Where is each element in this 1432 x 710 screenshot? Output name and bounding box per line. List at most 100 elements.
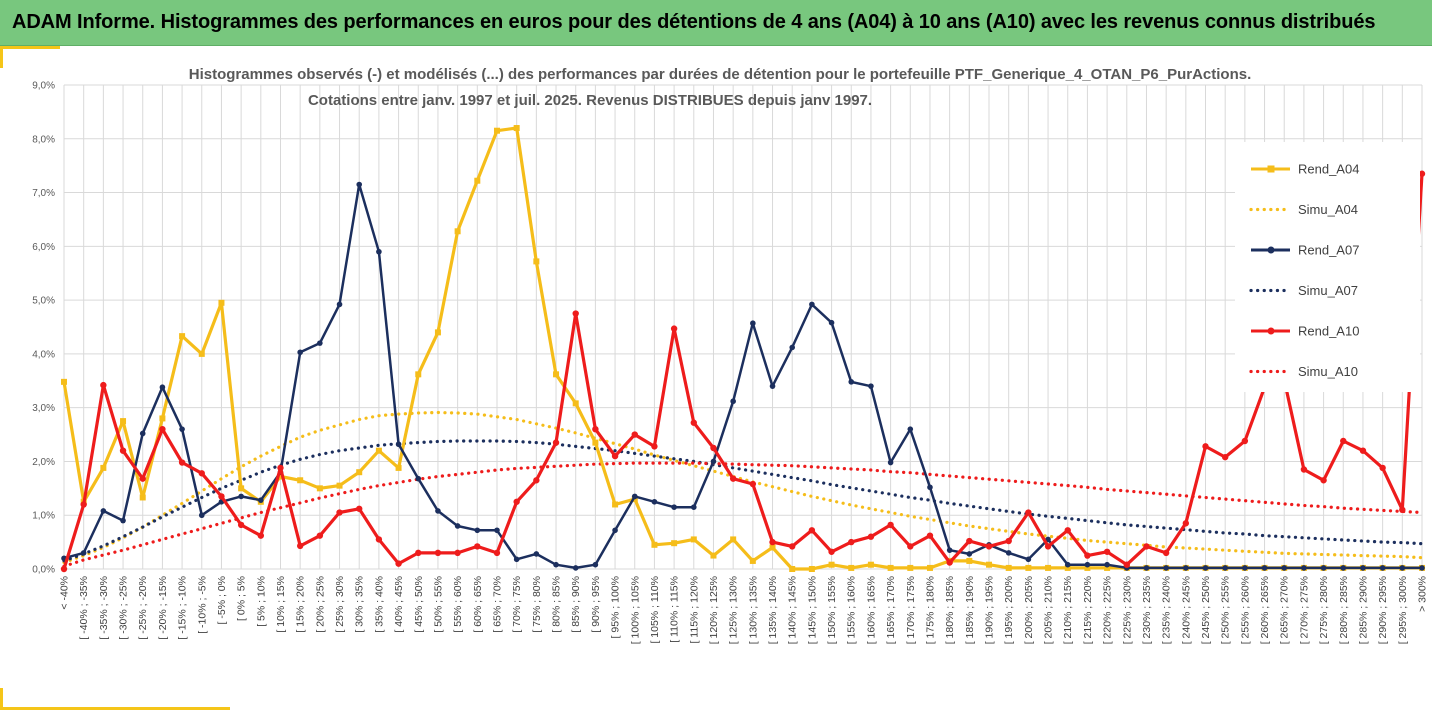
data-point — [1162, 549, 1170, 557]
x-axis-ticks: < -40% [ -40% ; -35% [ -35% ; -30% [ -30% ;… — [59, 576, 1429, 644]
data-point — [1379, 565, 1386, 571]
x-tick-label: [ -35% ; -30% — [98, 576, 110, 640]
x-tick-label: [ 125% ; 130% — [728, 576, 740, 644]
series-simu-a07 — [62, 439, 1424, 563]
data-point — [100, 508, 107, 514]
y-tick-label: 9,0% — [32, 81, 55, 92]
x-tick-label: [ -20% ; -15% — [157, 576, 169, 640]
data-point — [1221, 453, 1229, 461]
data-point — [336, 482, 343, 489]
x-tick-label: [ 15% ; 20% — [295, 576, 307, 633]
data-point — [1222, 565, 1228, 571]
data-point — [592, 425, 599, 433]
x-tick-label: [ 120% ; 125% — [708, 576, 720, 644]
x-tick-label: [ 240% ; 245% — [1180, 576, 1192, 644]
data-point — [1379, 464, 1386, 472]
data-point — [1084, 552, 1091, 559]
y-axis-ticks: 0,0% 1,0% 2,0% 3,0% 4,0% 5,0% 6,0% 7,0% 8,0% 9,0% — [32, 81, 55, 576]
data-point — [297, 349, 303, 356]
data-point — [1104, 561, 1110, 568]
y-tick-label: 4,0% — [32, 349, 55, 360]
data-point — [907, 426, 914, 432]
series-line — [62, 126, 1422, 571]
x-tick-label: [ -10% ; -5% — [196, 576, 208, 634]
data-point — [375, 536, 383, 543]
x-tick-label: [ 280% ; 285% — [1338, 576, 1350, 644]
banner-title: ADAM Informe. Histogrammes des performan… — [12, 11, 1376, 33]
x-tick-label: > 300% — [1417, 576, 1429, 612]
x-tick-label: [ 220% ; 225% — [1102, 576, 1114, 644]
data-point — [729, 475, 737, 482]
data-point — [474, 527, 481, 534]
x-tick-label: [ 90% ; 95% — [590, 576, 602, 633]
y-tick-label: 0,0% — [32, 565, 55, 576]
data-point — [159, 384, 166, 391]
data-point — [769, 538, 776, 546]
x-tick-label: [ 85% ; 90% — [570, 576, 582, 633]
data-point — [1103, 548, 1111, 555]
series-rend-a10 — [60, 170, 1426, 573]
data-point — [61, 378, 67, 385]
data-point — [356, 181, 363, 188]
data-point — [474, 543, 481, 550]
x-tick-label: [ 25% ; 30% — [334, 576, 346, 633]
x-tick-label: [ 100% ; 105% — [629, 576, 641, 644]
data-point — [1241, 437, 1249, 445]
data-point — [120, 517, 126, 524]
x-tick-label: [ 215% ; 220% — [1082, 576, 1094, 644]
legend-label: Rend_A07 — [1298, 243, 1359, 258]
x-tick-label: [ 230% ; 235% — [1141, 576, 1153, 644]
data-point — [553, 371, 560, 378]
y-tick-label: 7,0% — [32, 188, 55, 199]
data-point — [868, 383, 874, 389]
y-tick-label: 6,0% — [32, 242, 55, 253]
data-point — [533, 551, 540, 557]
data-point — [139, 430, 146, 437]
x-tick-label: [ 5% ; 10% — [255, 576, 267, 627]
data-point — [828, 319, 835, 326]
data-point — [887, 459, 894, 466]
data-point — [434, 549, 442, 557]
x-tick-label: [ 75% ; 80% — [531, 576, 543, 633]
data-point — [966, 537, 973, 545]
data-point — [730, 398, 736, 405]
data-point — [572, 565, 579, 571]
data-point — [1084, 561, 1091, 568]
data-point — [533, 477, 540, 484]
data-point — [1143, 565, 1150, 571]
data-point — [120, 418, 127, 425]
data-point — [730, 536, 737, 543]
data-point — [986, 561, 993, 568]
data-point — [809, 301, 815, 308]
x-tick-label: [ 265% ; 270% — [1279, 576, 1291, 644]
data-point — [611, 452, 619, 460]
data-point — [848, 379, 855, 385]
data-point — [533, 258, 540, 265]
legend-label: Rend_A10 — [1298, 324, 1359, 339]
data-point — [552, 439, 560, 446]
series-rend-a07 — [61, 181, 1425, 571]
x-tick-label: [ 195% ; 200% — [1003, 576, 1015, 644]
data-point — [789, 543, 796, 550]
x-tick-label: [ 160% ; 165% — [865, 576, 877, 644]
data-point — [651, 498, 658, 505]
data-point — [1340, 565, 1347, 571]
data-point — [749, 557, 756, 564]
data-point — [631, 493, 638, 500]
corner-accent-bottom-h — [0, 707, 230, 710]
data-point — [1005, 550, 1012, 556]
data-point — [690, 419, 697, 426]
data-point — [710, 458, 717, 465]
data-point — [1182, 520, 1190, 527]
x-tick-label: [ 185% ; 190% — [964, 576, 976, 644]
data-point — [198, 350, 205, 357]
data-point — [1084, 564, 1091, 571]
data-point — [966, 557, 973, 564]
data-point — [454, 523, 461, 529]
data-point — [750, 320, 756, 327]
x-tick-label: [ 175% ; 180% — [924, 576, 936, 644]
x-tick-label: [ 140% ; 145% — [787, 576, 799, 644]
data-point — [867, 561, 874, 568]
x-tick-label: [ 295% ; 300% — [1397, 576, 1409, 644]
data-point — [1183, 565, 1189, 571]
